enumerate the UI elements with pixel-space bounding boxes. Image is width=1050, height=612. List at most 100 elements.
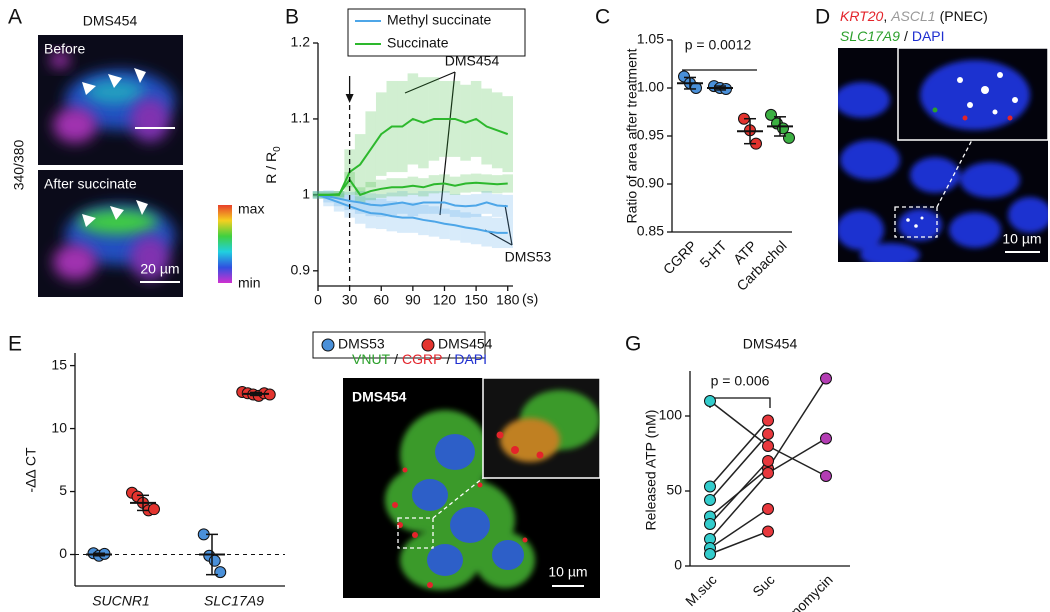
y-axis-label: -ΔΔ CT — [23, 447, 39, 493]
image-label: DMS454 — [352, 389, 407, 405]
y-axis-label: R / R0 — [263, 146, 283, 184]
y-tick-label: 0 — [674, 557, 682, 573]
pair-line — [709, 420, 769, 487]
annotation: DMS53 — [505, 249, 552, 265]
y-tick-label: 10 — [51, 419, 67, 435]
y-tick-label: 1 — [302, 186, 310, 202]
data-point — [762, 455, 774, 467]
stain-name: DAPI — [912, 28, 945, 44]
data-point — [704, 494, 716, 506]
significance-bracket — [709, 397, 771, 408]
chart-title: DMS454 — [743, 336, 798, 352]
p-value: p = 0.0012 — [685, 37, 752, 53]
x-axis-label: (s) — [522, 291, 538, 307]
data-point — [762, 428, 774, 440]
y-tick-label: 0 — [59, 545, 67, 561]
y-tick-label: 50 — [666, 482, 682, 498]
y-axis-label-main: R / R — [263, 152, 279, 184]
legend-label: DMS53 — [338, 336, 385, 352]
x-tick-label: Ionomycin — [779, 571, 835, 612]
y-tick-label: 15 — [51, 356, 67, 372]
colorbar — [218, 205, 232, 283]
stain-legend: SLC17A9/DAPI — [840, 28, 945, 44]
legend-swatch — [321, 338, 335, 352]
scale-bar-label: 10 µm — [548, 564, 587, 580]
data-line — [317, 193, 508, 208]
image-f — [343, 378, 600, 598]
image-label: After succinate — [44, 176, 137, 192]
stain-legend: VNUT / CGRP / DAPI — [352, 351, 487, 367]
x-tick-label: 0 — [314, 292, 322, 308]
data-point — [214, 566, 227, 579]
stain-name: CGRP — [402, 351, 442, 367]
y-axis-label-subscript: 0 — [272, 146, 283, 152]
y-tick-label: 1.1 — [291, 110, 311, 126]
stain-note: (PNEC) — [940, 8, 988, 24]
y-tick-label: 1.00 — [637, 79, 664, 95]
legend-box — [312, 331, 486, 359]
y-tick-label: 0.90 — [637, 175, 664, 191]
separator: / — [904, 28, 908, 44]
stain-name: SLC17A9 — [840, 28, 900, 44]
x-tick-label: CGRP — [660, 237, 700, 277]
pair-line — [767, 437, 827, 474]
separator: / — [446, 351, 450, 367]
pair-line — [767, 378, 827, 469]
panel-letter: D — [815, 6, 830, 29]
scale-bar-label: 20 µm — [140, 261, 179, 277]
legend-label: DMS454 — [438, 336, 493, 352]
data-point — [148, 503, 160, 516]
x-tick-label: 120 — [433, 292, 457, 308]
side-label: 340/380 — [11, 139, 27, 190]
panel-title: DMS454 — [83, 13, 138, 29]
data-point — [704, 548, 716, 560]
panel-letter: B — [285, 6, 299, 29]
data-point — [762, 503, 774, 515]
pair-line — [709, 433, 769, 501]
p-value: p = 0.006 — [711, 373, 770, 389]
x-tick-label: SLC17A9 — [204, 593, 264, 609]
pair-line — [709, 400, 769, 447]
data-point — [704, 395, 716, 407]
data-point — [820, 470, 832, 482]
data-point — [704, 518, 716, 530]
data-point — [762, 440, 774, 452]
data-point — [704, 480, 716, 493]
x-tick-label: 150 — [464, 292, 488, 308]
x-tick-label: 5-HT — [696, 237, 730, 271]
stain-name: DAPI — [454, 351, 487, 367]
pair-line — [709, 472, 769, 540]
panel-letter: E — [8, 333, 22, 356]
annotation: DMS454 — [445, 53, 500, 69]
stain-name: VNUT — [352, 351, 391, 367]
data-point — [765, 108, 777, 121]
data-point — [777, 122, 789, 135]
separator: / — [394, 351, 398, 367]
x-tick-label: 60 — [373, 292, 389, 308]
panel-letter: C — [595, 6, 610, 29]
y-tick-label: 0.95 — [637, 127, 664, 143]
y-tick-label: 0.85 — [637, 223, 664, 239]
x-tick-label: 180 — [496, 292, 520, 308]
colorbar-label: max — [238, 201, 264, 217]
legend-box — [347, 8, 526, 57]
data-point — [820, 372, 832, 385]
data-point — [208, 554, 221, 567]
image-d — [838, 48, 1048, 262]
data-point — [762, 414, 774, 427]
pair-line — [709, 460, 769, 525]
legend-label: Succinate — [387, 35, 449, 51]
y-tick-label: 1.05 — [637, 31, 664, 47]
stimulus-arrowhead — [345, 94, 354, 103]
panel-letter: A — [8, 6, 22, 29]
legend-swatch — [421, 338, 435, 352]
data-point — [783, 131, 795, 144]
x-tick-label: SUCNR1 — [92, 593, 150, 609]
stain-name: KRT20 — [840, 8, 884, 24]
x-tick-label: 30 — [342, 292, 358, 308]
pair-line — [709, 508, 769, 549]
y-tick-label: 1.2 — [291, 34, 311, 50]
x-tick-label: Suc — [749, 571, 777, 599]
